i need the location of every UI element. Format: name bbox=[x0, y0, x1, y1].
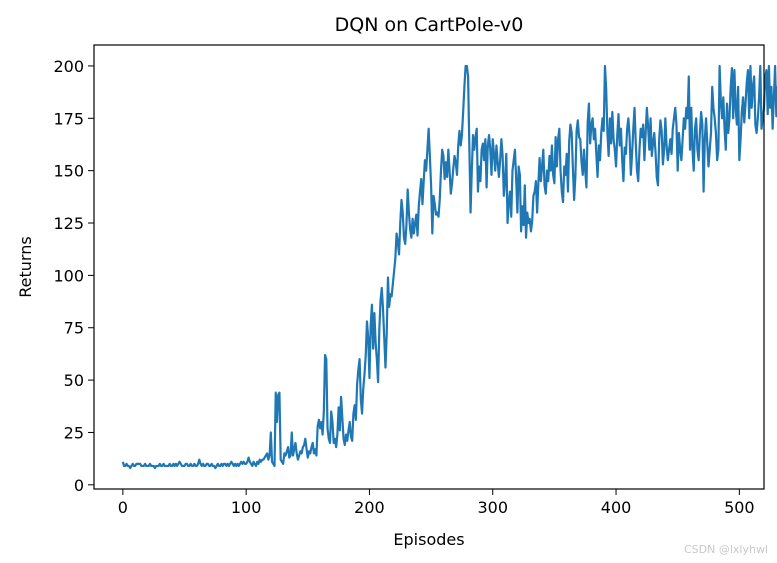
y-tick-label: 125 bbox=[53, 214, 84, 233]
x-tick-label: 400 bbox=[601, 498, 632, 517]
y-tick-label: 175 bbox=[53, 109, 84, 128]
axes-frame bbox=[93, 44, 765, 490]
chart-title: DQN on CartPole-v0 bbox=[335, 14, 524, 36]
y-tick-label: 200 bbox=[53, 57, 84, 76]
x-tick-label: 300 bbox=[477, 498, 508, 517]
y-tick-label: 150 bbox=[53, 162, 84, 181]
x-axis-label: Episodes bbox=[393, 530, 464, 549]
x-axis: 0 100 200 300 400 500 bbox=[118, 489, 755, 517]
series-line bbox=[121, 64, 777, 470]
y-tick-label: 100 bbox=[53, 266, 84, 285]
y-tick-label: 50 bbox=[64, 371, 84, 390]
x-tick-label: 0 bbox=[118, 498, 128, 517]
series-layer bbox=[121, 64, 777, 470]
y-axis-label: Returns bbox=[16, 236, 35, 297]
y-tick-label: 0 bbox=[74, 476, 84, 495]
x-tick-label: 500 bbox=[724, 498, 755, 517]
x-tick-label: 100 bbox=[231, 498, 262, 517]
x-tick-label: 200 bbox=[354, 498, 385, 517]
y-tick-label: 75 bbox=[64, 319, 84, 338]
y-axis: 0 25 50 75 100 125 150 175 200 bbox=[53, 57, 94, 495]
plot-area bbox=[93, 44, 777, 490]
watermark: CSDN @lxlyhwl bbox=[684, 543, 768, 556]
y-tick-label: 25 bbox=[64, 423, 84, 442]
